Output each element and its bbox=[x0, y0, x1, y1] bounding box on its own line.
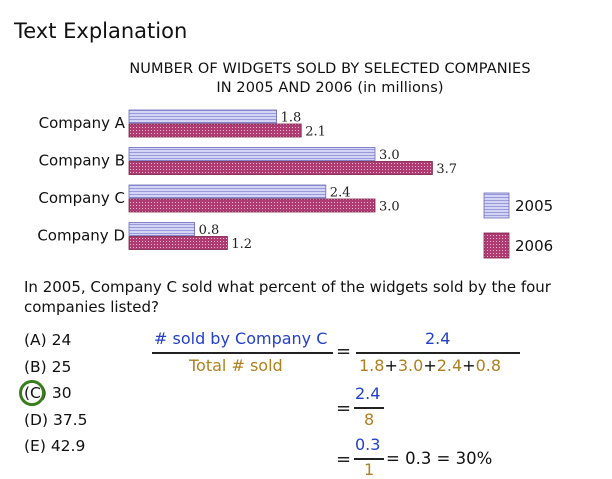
term-1: 1.8 bbox=[359, 356, 385, 375]
category-label: Company A bbox=[39, 114, 126, 132]
bar-value-label: 2.1 bbox=[305, 125, 326, 140]
step3-denominator: 1 bbox=[364, 460, 375, 479]
explanation-heading: Text Explanation bbox=[14, 19, 188, 43]
bar-2006 bbox=[128, 123, 302, 138]
plus-2: + bbox=[423, 356, 437, 375]
bar-chart: Company A 1.82.1 Company B 3.0 3.7 Company C 2… bbox=[37, 109, 553, 259]
equals-sign-3: = bbox=[336, 449, 352, 470]
step1-denominator: 1.8+3.0+2.4+0.8 bbox=[359, 356, 501, 375]
step2-denominator: 8 bbox=[364, 410, 375, 429]
term-3: 2.4 bbox=[436, 356, 463, 375]
fraction-bar-3 bbox=[354, 407, 384, 409]
denominator-text: Total # sold bbox=[189, 356, 283, 375]
legend-swatch-2005 bbox=[483, 192, 510, 219]
correct-answer-circle bbox=[19, 380, 45, 406]
choice-d[interactable]: (D) 37.5 bbox=[24, 411, 88, 429]
step1-numerator: 2.4 bbox=[425, 329, 451, 348]
choice-a[interactable]: (A) 24 bbox=[24, 331, 72, 349]
numerator-text: # sold by Company C bbox=[154, 329, 328, 348]
chart-title-line2: IN 2005 AND 2006 (in millions) bbox=[216, 80, 444, 96]
bar-value-label: 0.8 bbox=[199, 223, 220, 238]
bar-value-label: 3.0 bbox=[379, 148, 400, 163]
bar-value-label: 3.7 bbox=[436, 162, 457, 177]
choice-b[interactable]: (B) 25 bbox=[24, 358, 72, 376]
question-text: In 2005, Company C sold what percent of … bbox=[24, 278, 551, 316]
legend-label-2006: 2006 bbox=[515, 237, 553, 255]
term-2: 3.0 bbox=[397, 356, 424, 375]
bar-2006 bbox=[128, 236, 228, 250]
category-label: Company D bbox=[37, 227, 125, 245]
bar-value-label: 3.0 bbox=[379, 200, 400, 215]
bar-2005 bbox=[128, 109, 278, 124]
term-4: 0.8 bbox=[475, 356, 502, 375]
bar-value-label: 1.8 bbox=[281, 111, 302, 126]
final-result: = 0.3 = 30% bbox=[386, 449, 493, 468]
step3-numerator: 0.3 bbox=[355, 435, 381, 454]
bar-2005 bbox=[128, 147, 376, 161]
bar-2005 bbox=[128, 184, 327, 199]
equals-sign-1: = bbox=[336, 341, 352, 362]
bar-value-label: 1.2 bbox=[231, 237, 252, 252]
bar-2006 bbox=[128, 198, 376, 213]
category-label: Company B bbox=[39, 152, 125, 170]
equals-sign-2: = bbox=[336, 398, 352, 419]
bar-2005 bbox=[128, 222, 195, 236]
chart-title-line1: NUMBER OF WIDGETS SOLD BY SELECTED COMPA… bbox=[129, 61, 531, 77]
plus-1: + bbox=[384, 356, 398, 375]
fraction-bar-4 bbox=[354, 458, 384, 460]
legend-swatch-2006 bbox=[483, 232, 510, 259]
fraction-bar-2 bbox=[356, 352, 520, 354]
plus-3: + bbox=[462, 356, 476, 375]
bar-2006 bbox=[128, 161, 433, 175]
bar-value-label: 2.4 bbox=[330, 186, 351, 201]
category-label: Company C bbox=[38, 189, 125, 207]
fraction-bar-1 bbox=[152, 352, 333, 354]
step2-numerator: 2.4 bbox=[355, 384, 381, 403]
legend-label-2005: 2005 bbox=[515, 197, 553, 215]
choice-e[interactable]: (E) 42.9 bbox=[24, 437, 86, 455]
